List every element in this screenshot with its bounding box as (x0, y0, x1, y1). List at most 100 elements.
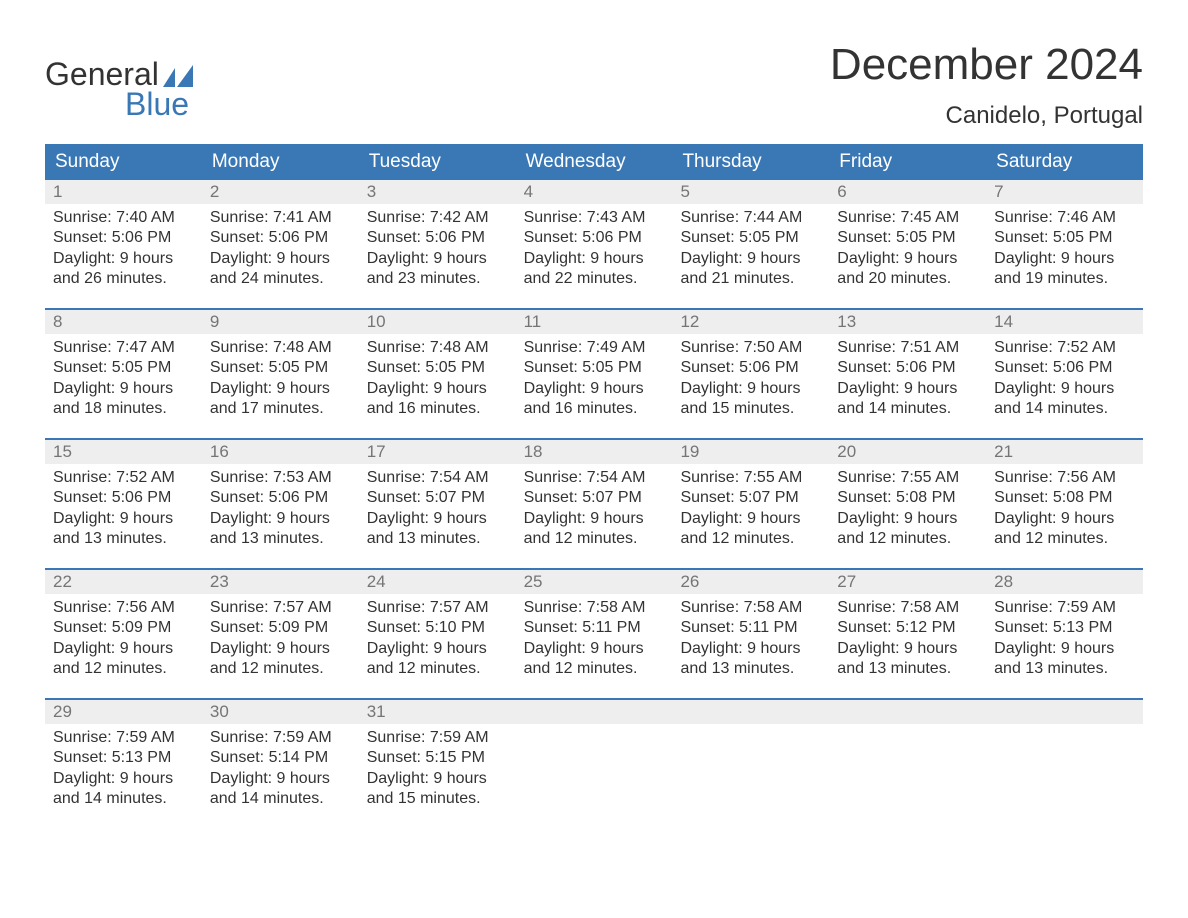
sunset-text: Sunset: 5:06 PM (837, 358, 978, 378)
day-header: Saturday (986, 144, 1143, 180)
calendar-day: 2Sunrise: 7:41 AMSunset: 5:06 PMDaylight… (202, 180, 359, 298)
calendar-day: 18Sunrise: 7:54 AMSunset: 5:07 PMDayligh… (516, 440, 673, 558)
calendar-day: 9Sunrise: 7:48 AMSunset: 5:05 PMDaylight… (202, 310, 359, 428)
page-header: General Blue December 2024 Canidelo, Por… (45, 30, 1143, 130)
day-details: Sunrise: 7:54 AMSunset: 5:07 PMDaylight:… (516, 464, 673, 550)
logo-text-2: Blue (125, 90, 193, 119)
sunrise-text: Sunrise: 7:45 AM (837, 208, 978, 228)
calendar-day-headers: Sunday Monday Tuesday Wednesday Thursday… (45, 144, 1143, 180)
sunset-text: Sunset: 5:11 PM (680, 618, 821, 638)
calendar-day: 5Sunrise: 7:44 AMSunset: 5:05 PMDaylight… (672, 180, 829, 298)
day-number: 3 (359, 180, 516, 204)
day-details: Sunrise: 7:43 AMSunset: 5:06 PMDaylight:… (516, 204, 673, 290)
daylight-text-2: and 12 minutes. (994, 529, 1135, 549)
daylight-text-1: Daylight: 9 hours (837, 379, 978, 399)
day-number: 11 (516, 310, 673, 334)
sunrise-text: Sunrise: 7:52 AM (994, 338, 1135, 358)
daylight-text-1: Daylight: 9 hours (524, 379, 665, 399)
day-header: Sunday (45, 144, 202, 180)
daylight-text-2: and 12 minutes. (367, 659, 508, 679)
daylight-text-1: Daylight: 9 hours (53, 639, 194, 659)
day-number: 28 (986, 570, 1143, 594)
calendar-day: 30 Sunrise: 7:59 AMSunset: 5:14 PMDayligh… (202, 700, 359, 818)
day-header: Thursday (672, 144, 829, 180)
daylight-text-1: Daylight: 9 hours (837, 639, 978, 659)
calendar-week: 8Sunrise: 7:47 AMSunset: 5:05 PMDaylight… (45, 308, 1143, 428)
day-number: 23 (202, 570, 359, 594)
day-details: Sunrise: 7:55 AMSunset: 5:08 PMDaylight:… (829, 464, 986, 550)
month-title: December 2024 (830, 40, 1143, 90)
sunset-text: Sunset: 5:10 PM (367, 618, 508, 638)
day-number: 5 (672, 180, 829, 204)
calendar-day: 22Sunrise: 7:56 AMSunset: 5:09 PMDayligh… (45, 570, 202, 688)
daylight-text-2: and 14 minutes. (837, 399, 978, 419)
daylight-text-2: and 15 minutes. (367, 789, 508, 809)
sunset-text: Sunset: 5:13 PM (994, 618, 1135, 638)
day-number: 26 (672, 570, 829, 594)
daylight-text-1: Daylight: 9 hours (53, 379, 194, 399)
sunset-text: Sunset: 5:15 PM (367, 748, 508, 768)
day-number (672, 700, 829, 724)
day-number: 15 (45, 440, 202, 464)
sunrise-text: Sunrise: 7:41 AM (210, 208, 351, 228)
daylight-text-2: and 14 minutes. (53, 789, 194, 809)
sunrise-text: Sunrise: 7:52 AM (53, 468, 194, 488)
daylight-text-2: and 13 minutes. (210, 529, 351, 549)
sunset-text: Sunset: 5:09 PM (210, 618, 351, 638)
flag-icon (163, 65, 193, 87)
calendar-day: 31Sunrise: 7:59 AMSunset: 5:15 PMDayligh… (359, 700, 516, 818)
daylight-text-1: Daylight: 9 hours (367, 379, 508, 399)
sunset-text: Sunset: 5:07 PM (680, 488, 821, 508)
sunset-text: Sunset: 5:14 PM (210, 748, 351, 768)
sunrise-text: Sunrise: 7:47 AM (53, 338, 194, 358)
daylight-text-2: and 13 minutes. (680, 659, 821, 679)
day-details: Sunrise: 7:53 AMSunset: 5:06 PMDaylight:… (202, 464, 359, 550)
day-details: Sunrise: 7:56 AMSunset: 5:09 PMDaylight:… (45, 594, 202, 680)
day-details: Sunrise: 7:45 AMSunset: 5:05 PMDaylight:… (829, 204, 986, 290)
weeks-container: 1Sunrise: 7:40 AMSunset: 5:06 PMDaylight… (45, 180, 1143, 818)
sunset-text: Sunset: 5:13 PM (53, 748, 194, 768)
sunrise-text: Sunrise: 7:59 AM (53, 728, 194, 748)
sunset-text: Sunset: 5:05 PM (210, 358, 351, 378)
calendar-day: 28Sunrise: 7:59 AMSunset: 5:13 PMDayligh… (986, 570, 1143, 688)
day-details: Sunrise: 7:47 AMSunset: 5:05 PMDaylight:… (45, 334, 202, 420)
calendar-day: 23Sunrise: 7:57 AMSunset: 5:09 PMDayligh… (202, 570, 359, 688)
daylight-text-2: and 14 minutes. (210, 789, 351, 809)
day-number: 16 (202, 440, 359, 464)
daylight-text-1: Daylight: 9 hours (53, 769, 194, 789)
day-details: Sunrise: 7:57 AMSunset: 5:10 PMDaylight:… (359, 594, 516, 680)
calendar-day (986, 700, 1143, 818)
day-details: Sunrise: 7:52 AMSunset: 5:06 PMDaylight:… (986, 334, 1143, 420)
sunset-text: Sunset: 5:08 PM (837, 488, 978, 508)
day-number: 19 (672, 440, 829, 464)
daylight-text-1: Daylight: 9 hours (210, 769, 351, 789)
sunset-text: Sunset: 5:05 PM (367, 358, 508, 378)
sunset-text: Sunset: 5:06 PM (994, 358, 1135, 378)
day-number: 20 (829, 440, 986, 464)
calendar-day (829, 700, 986, 818)
daylight-text-2: and 26 minutes. (53, 269, 194, 289)
daylight-text-2: and 12 minutes. (524, 659, 665, 679)
day-number: 30 (202, 700, 359, 724)
sunset-text: Sunset: 5:06 PM (53, 488, 194, 508)
daylight-text-2: and 14 minutes. (994, 399, 1135, 419)
sunrise-text: Sunrise: 7:49 AM (524, 338, 665, 358)
daylight-text-2: and 20 minutes. (837, 269, 978, 289)
sunset-text: Sunset: 5:09 PM (53, 618, 194, 638)
daylight-text-2: and 13 minutes. (837, 659, 978, 679)
day-number: 31 (359, 700, 516, 724)
logo: General Blue (45, 58, 193, 119)
sunrise-text: Sunrise: 7:55 AM (680, 468, 821, 488)
day-number: 10 (359, 310, 516, 334)
sunset-text: Sunset: 5:07 PM (367, 488, 508, 508)
day-details: Sunrise: 7:42 AMSunset: 5:06 PMDaylight:… (359, 204, 516, 290)
calendar-week: 1Sunrise: 7:40 AMSunset: 5:06 PMDaylight… (45, 180, 1143, 298)
sunrise-text: Sunrise: 7:48 AM (367, 338, 508, 358)
daylight-text-1: Daylight: 9 hours (210, 379, 351, 399)
day-number: 25 (516, 570, 673, 594)
day-number: 2 (202, 180, 359, 204)
day-number (516, 700, 673, 724)
day-header: Tuesday (359, 144, 516, 180)
sunrise-text: Sunrise: 7:59 AM (210, 728, 351, 748)
sunrise-text: Sunrise: 7:59 AM (367, 728, 508, 748)
